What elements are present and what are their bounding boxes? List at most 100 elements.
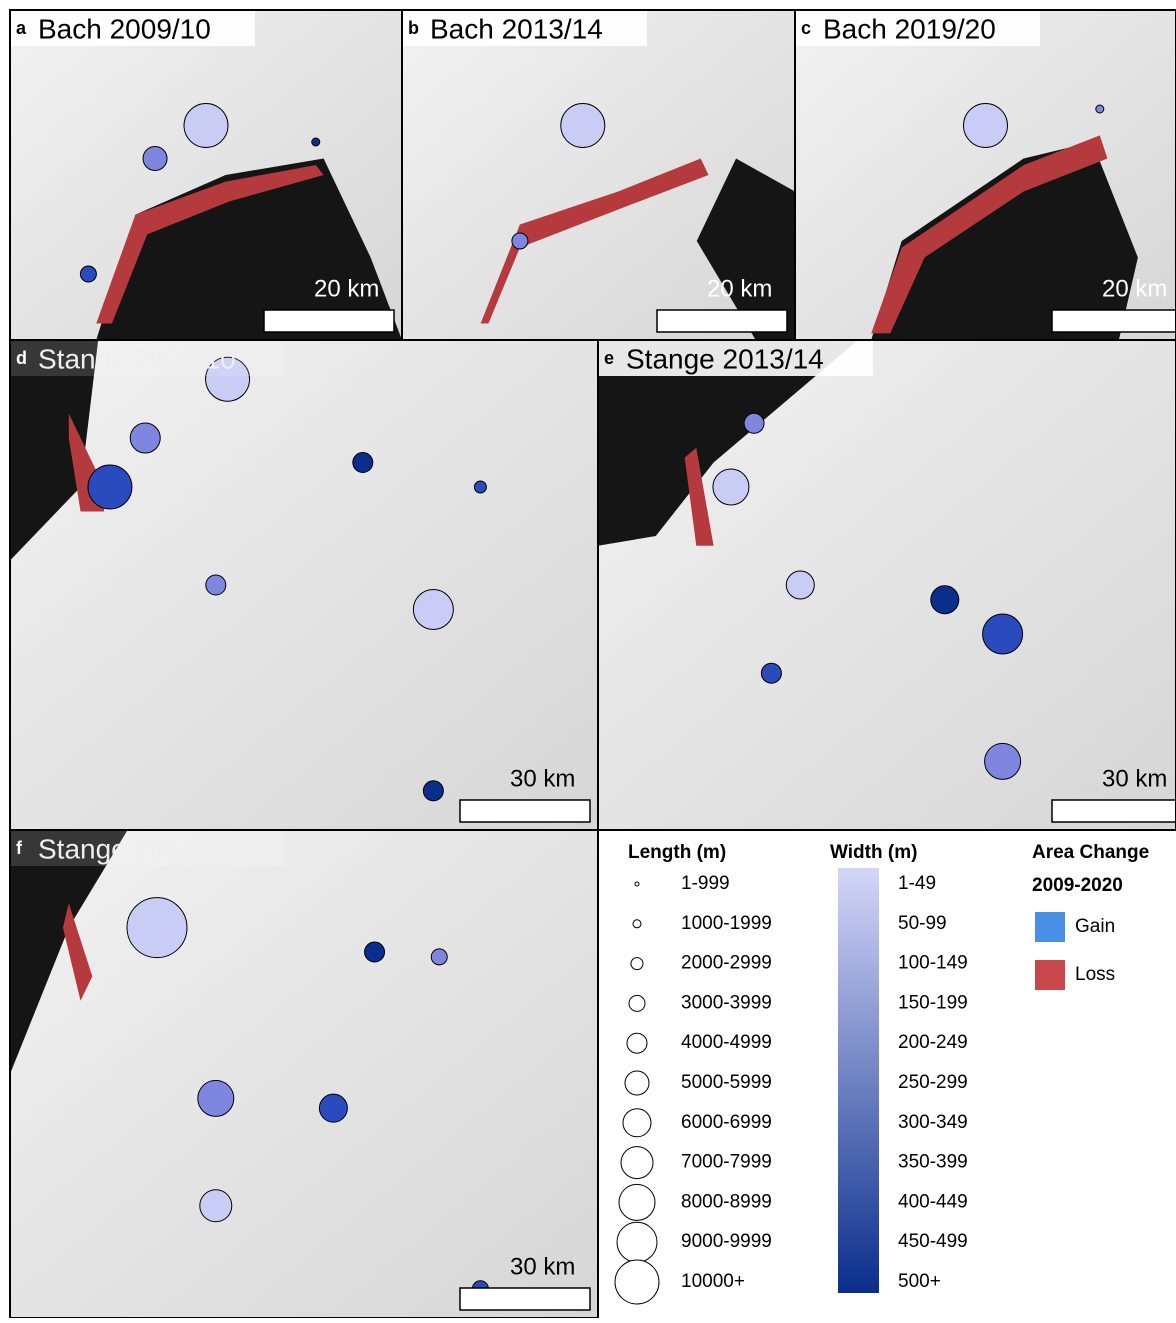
color-ramp xyxy=(838,868,879,1293)
legend-label: 4000-4999 xyxy=(681,1032,772,1053)
panel-letter: a xyxy=(16,18,27,38)
map-panel: c Bach 2019/20 20 km xyxy=(795,10,1176,340)
legend-label: 450-499 xyxy=(898,1231,968,1252)
size-swatch xyxy=(625,1071,649,1095)
panel-title: Bach 2013/14 xyxy=(430,13,603,44)
map-panel: dStange 2009/1030 km xyxy=(10,340,598,830)
scale-label: 20 km xyxy=(314,275,379,302)
legend-title: Width (m) xyxy=(830,842,917,863)
map-background xyxy=(10,340,598,830)
legend-label: 300-349 xyxy=(898,1112,968,1133)
map-panel: e Stange 2013/14 30 km xyxy=(598,340,1176,830)
legend-label: 5000-5999 xyxy=(681,1072,772,1093)
size-swatch xyxy=(615,1260,659,1304)
scale-label: 20 km xyxy=(1102,275,1167,302)
legend-label: 150-199 xyxy=(898,992,968,1013)
scale-bar xyxy=(264,310,394,332)
area-swatch xyxy=(1035,960,1065,990)
calving-marker xyxy=(761,663,781,683)
scale-bar xyxy=(460,800,590,822)
scale-bar xyxy=(657,310,787,332)
legend-label: 1-999 xyxy=(681,873,730,894)
legend-label: 9000-9999 xyxy=(681,1231,772,1252)
calving-marker xyxy=(744,413,764,433)
legend-label: Loss xyxy=(1075,964,1115,985)
scale-label: 30 km xyxy=(510,1253,575,1280)
legend-label: Gain xyxy=(1075,916,1115,937)
calving-marker xyxy=(713,469,749,505)
legend-label: 8000-8999 xyxy=(681,1191,772,1212)
size-swatch xyxy=(633,920,641,928)
calving-marker xyxy=(964,104,1008,148)
size-swatch xyxy=(627,1033,647,1053)
calving-marker xyxy=(983,614,1023,654)
panel-title: Stange 2019/20 xyxy=(38,833,236,864)
calving-marker xyxy=(143,147,167,171)
calving-marker xyxy=(353,453,373,473)
calving-marker xyxy=(184,104,228,148)
panel-letter: b xyxy=(408,18,419,38)
legend-subtitle: 2009-2020 xyxy=(1032,875,1123,896)
panel-title: Stange 2013/14 xyxy=(626,343,824,374)
legend-label: 350-399 xyxy=(898,1152,968,1173)
panel-letter: c xyxy=(801,18,811,38)
calving-marker xyxy=(365,942,385,962)
calving-marker xyxy=(198,1080,234,1116)
size-swatch xyxy=(621,1147,653,1179)
calving-marker xyxy=(512,233,528,249)
legend-label: 10000+ xyxy=(681,1271,745,1292)
legend-label: 1-49 xyxy=(898,873,936,894)
size-swatch xyxy=(629,995,645,1011)
legend-label: 3000-3999 xyxy=(681,992,772,1013)
legend-label: 400-449 xyxy=(898,1191,968,1212)
scale-label: 20 km xyxy=(707,275,772,302)
legend-label: 250-299 xyxy=(898,1072,968,1093)
map-background xyxy=(10,830,598,1318)
map-panel: a Bach 2009/10 20 km xyxy=(10,10,402,340)
panel-letter: f xyxy=(16,838,23,858)
calving-marker xyxy=(319,1094,347,1122)
calving-marker xyxy=(786,571,814,599)
scale-bar xyxy=(460,1288,590,1310)
scale-label: 30 km xyxy=(1102,765,1167,792)
calving-marker xyxy=(1096,105,1104,113)
map-panel: f Stange 2019/20 30 km xyxy=(10,830,598,1318)
legend-label: 100-149 xyxy=(898,953,968,974)
panel-title: Stange 2009/10 xyxy=(38,343,236,374)
panel-title: Bach 2009/10 xyxy=(38,13,211,44)
scale-bar xyxy=(1052,800,1176,822)
legend-label: 50-99 xyxy=(898,913,947,934)
area-swatch xyxy=(1035,912,1065,942)
calving-marker xyxy=(130,423,160,453)
calving-marker xyxy=(200,1190,232,1222)
calving-marker xyxy=(80,266,96,282)
calving-marker xyxy=(127,898,187,958)
legend-label: 200-249 xyxy=(898,1032,968,1053)
size-swatch xyxy=(635,882,639,886)
calving-marker xyxy=(985,743,1021,779)
map-panel: b Bach 2013/14 20 km xyxy=(402,10,795,340)
legend-title: Area Change xyxy=(1032,842,1149,863)
legend-title: Length (m) xyxy=(628,842,726,863)
calving-marker xyxy=(423,781,443,801)
calving-marker xyxy=(474,481,486,493)
legend-label: 6000-6999 xyxy=(681,1112,772,1133)
size-swatch xyxy=(617,1222,657,1262)
scale-bar xyxy=(1052,310,1176,332)
calving-marker xyxy=(206,575,226,595)
legend-label: 500+ xyxy=(898,1271,941,1292)
calving-marker xyxy=(312,138,320,146)
size-swatch xyxy=(619,1184,655,1220)
calving-marker xyxy=(413,590,453,630)
calving-marker xyxy=(431,949,447,965)
size-swatch xyxy=(631,958,643,970)
panel-letter: e xyxy=(604,348,614,368)
calving-marker xyxy=(88,465,132,509)
scale-label: 30 km xyxy=(510,765,575,792)
legend-label: 7000-7999 xyxy=(681,1152,772,1173)
figure: a Bach 2009/10 20 km b Bach 2013/14 20 km c Bac… xyxy=(0,0,1176,1318)
legend-label: 2000-2999 xyxy=(681,953,772,974)
size-swatch xyxy=(623,1109,651,1137)
panel-title: Bach 2019/20 xyxy=(823,13,996,44)
legend-label: 1000-1999 xyxy=(681,913,772,934)
